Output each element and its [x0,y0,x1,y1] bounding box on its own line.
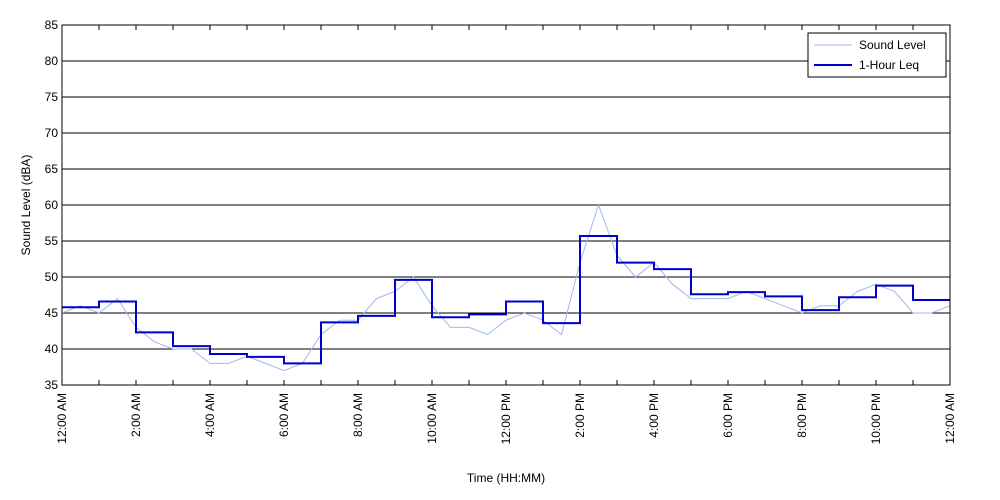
x-tick-label: 8:00 AM [351,393,365,437]
x-tick-label: 2:00 AM [129,393,143,437]
plot-frame [61,24,951,386]
y-tick-label: 40 [45,342,59,356]
y-tick-label: 50 [45,270,59,284]
y-tick-label: 45 [45,306,59,320]
legend: Sound Level 1-Hour Leq [807,32,947,78]
x-tick-label: 4:00 PM [647,393,661,438]
axis-ticks: 35 40 45 50 55 60 65 70 75 80 85 12:00 AM 2:00 AM 4:0… [45,18,957,444]
y-tick-label: 65 [45,162,59,176]
y-tick-label: 60 [45,198,59,212]
x-tick-label: 10:00 PM [869,393,883,444]
y-tick-label: 70 [45,126,59,140]
x-tick-label: 6:00 PM [721,393,735,438]
y-tick-label: 35 [45,378,59,392]
x-tick-label: 2:00 PM [573,393,587,438]
x-axis-label: Time (HH:MM) [467,471,545,485]
x-tick-label: 8:00 PM [795,393,809,438]
y-tick-label: 80 [45,54,59,68]
x-tick-label: 6:00 AM [277,393,291,437]
x-tick-label: 10:00 AM [425,393,439,444]
y-axis-label: Sound Level (dBA) [19,155,33,256]
series-sound-level-line [61,203,951,372]
y-tick-label: 75 [45,90,59,104]
y-tick-label: 55 [45,234,59,248]
x-tick-label: 12:00 PM [499,393,513,444]
y-tick-label: 85 [45,18,59,32]
x-tick-label: 4:00 AM [203,393,217,437]
legend-label-1-hour-leq: 1-Hour Leq [859,58,919,72]
legend-label-sound-level: Sound Level [859,38,926,52]
x-tick-label: 12:00 AM [943,393,957,444]
series-1-hour-leq-line [62,235,950,365]
series-lines [61,203,951,372]
x-tick-label: 12:00 AM [55,393,69,444]
legend-box [807,32,947,78]
